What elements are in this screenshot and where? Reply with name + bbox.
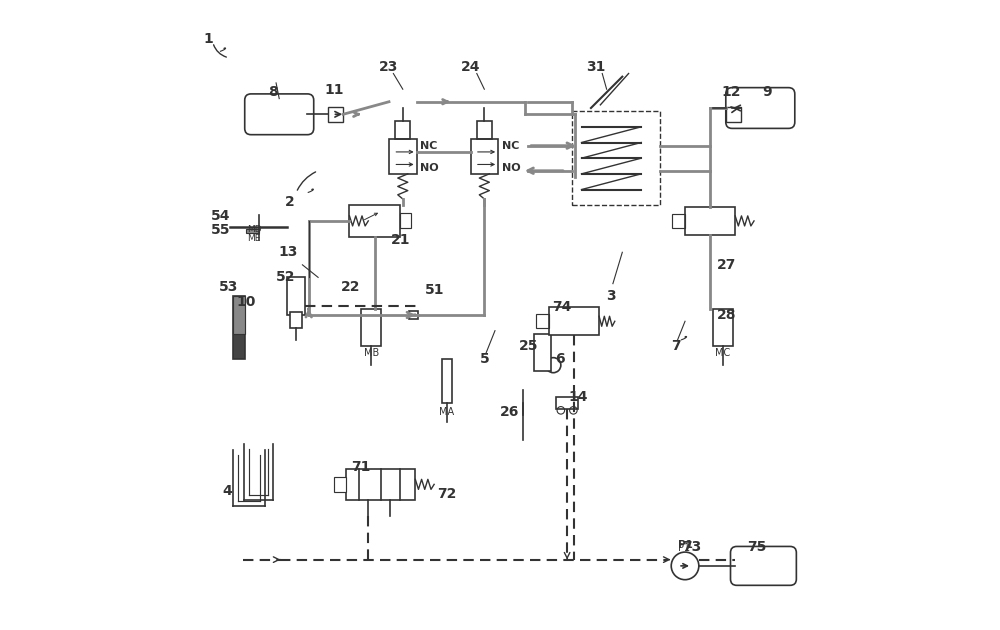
Bar [287,277,305,315]
Text: 13: 13 [278,245,298,260]
Bar [409,311,418,319]
Bar [334,476,346,492]
Text: 23: 23 [379,60,398,74]
Bar [233,296,245,359]
Text: 28: 28 [717,308,737,322]
Text: 72: 72 [437,487,456,501]
Bar [442,359,452,403]
Text: 7: 7 [671,340,680,353]
Text: NC: NC [502,140,519,151]
Text: 73: 73 [682,540,701,554]
Bar [556,396,578,409]
Text: 71: 71 [351,460,370,474]
Bar [389,139,417,174]
Text: 25: 25 [518,340,538,353]
Text: 14: 14 [569,389,588,404]
Text: 11: 11 [324,83,344,98]
Text: 21: 21 [391,232,411,247]
Text: P1: P1 [678,541,692,551]
Text: MC: MC [715,348,730,358]
Text: 8: 8 [268,85,278,100]
Text: MD: MD [247,225,261,234]
Text: 10: 10 [236,295,256,309]
Bar [471,139,498,174]
Text: 75: 75 [747,540,767,554]
Text: 3: 3 [606,289,616,303]
Text: P1: P1 [678,543,690,553]
Bar [395,120,410,139]
Text: MB: MB [364,348,379,358]
Text: 26: 26 [500,405,519,419]
Text: NO: NO [420,163,439,173]
Text: NO: NO [502,163,521,173]
Bar [400,214,411,229]
Bar [713,309,733,346]
Text: 27: 27 [717,258,737,272]
Text: NC: NC [420,140,438,151]
Bar [361,309,381,346]
Text: 54: 54 [211,209,231,223]
Text: 12: 12 [721,85,741,100]
Bar [672,214,685,228]
Text: 74: 74 [552,301,571,314]
Bar [346,469,415,500]
Bar [349,205,400,237]
Text: 31: 31 [586,60,605,74]
Bar [477,120,492,139]
Text: 6: 6 [555,352,564,366]
Bar [572,111,660,205]
Bar [534,334,551,372]
Text: 9: 9 [762,85,771,100]
Text: 53: 53 [219,280,238,294]
Text: 22: 22 [341,280,360,294]
Text: 2: 2 [285,195,295,209]
Text: 4: 4 [222,484,232,498]
Bar [536,314,549,328]
Text: 52: 52 [276,270,295,284]
Bar [246,229,259,233]
Text: 1: 1 [203,32,213,46]
Bar [549,307,599,335]
Bar [290,312,302,328]
Bar [233,296,245,334]
Text: ME: ME [247,234,261,243]
Text: 51: 51 [424,283,444,297]
Bar [726,106,741,122]
Text: 55: 55 [211,223,231,238]
Text: 24: 24 [461,60,480,74]
Bar [685,207,735,235]
Text: MA: MA [439,408,454,417]
Bar [328,106,343,122]
Text: 5: 5 [479,352,489,366]
